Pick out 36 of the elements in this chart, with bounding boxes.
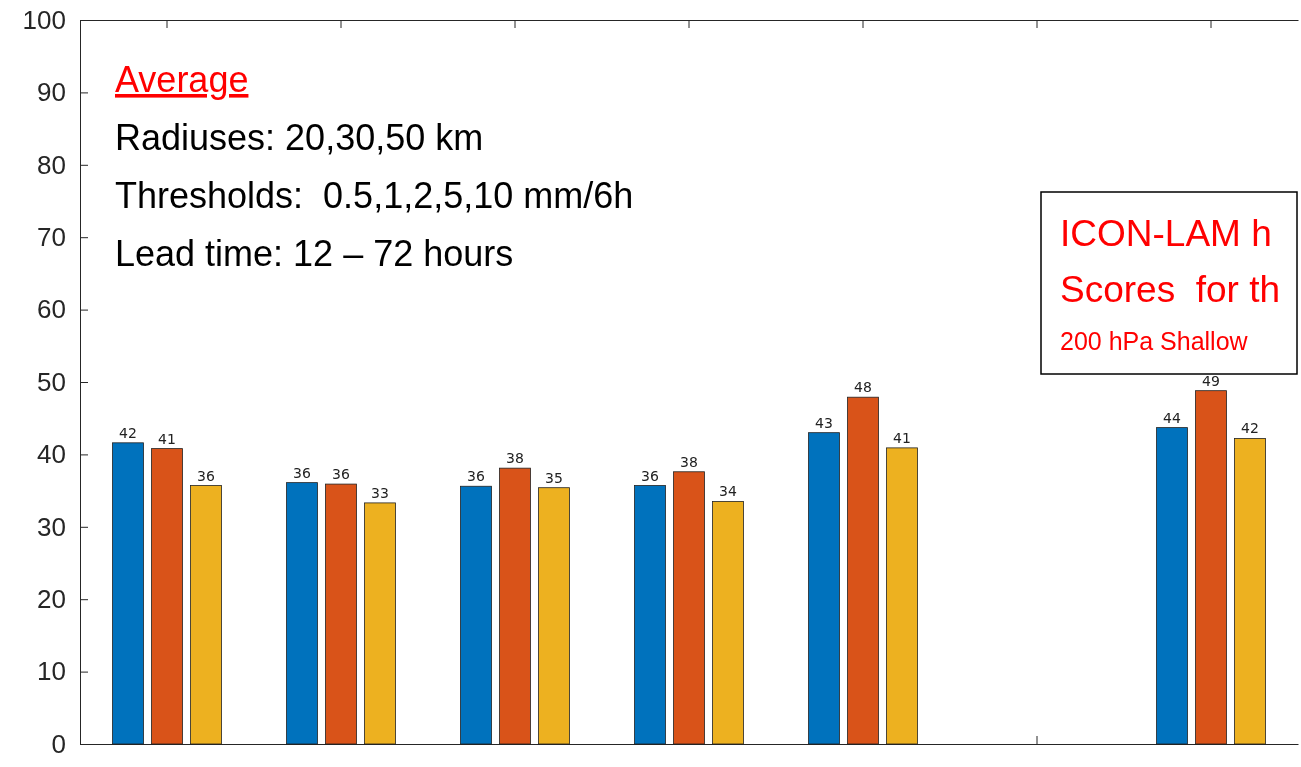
data-label: 38 bbox=[506, 450, 524, 467]
y-tick-label: 50 bbox=[37, 366, 66, 397]
y-tick-label: 0 bbox=[51, 728, 66, 759]
y-tick-label: 40 bbox=[37, 439, 66, 470]
annotation: 200 hPa Shallow bbox=[1060, 327, 1249, 355]
y-tick-label: 80 bbox=[37, 149, 66, 180]
y-tick-label: 70 bbox=[37, 222, 66, 253]
annotation: Radiuses: 20,30,50 km bbox=[115, 117, 484, 158]
data-label: 36 bbox=[197, 467, 215, 484]
data-label: 33 bbox=[371, 484, 389, 501]
annotation: ICON-LAM h bbox=[1060, 213, 1272, 254]
annotation: Thresholds: 0.5,1,2,5,10 mm/6h bbox=[115, 175, 634, 216]
data-label: 49 bbox=[1202, 372, 1220, 389]
y-tick-label: 60 bbox=[37, 294, 66, 325]
data-label: 36 bbox=[293, 464, 311, 481]
data-label: 42 bbox=[119, 424, 137, 441]
data-label: 42 bbox=[1241, 420, 1259, 437]
data-label: 48 bbox=[854, 379, 872, 396]
y-tick-label: 10 bbox=[37, 656, 66, 687]
y-tick-label: 100 bbox=[22, 4, 66, 35]
annotation: Lead time: 12 – 72 hours bbox=[115, 233, 514, 274]
data-label: 34 bbox=[719, 483, 737, 500]
y-tick-label: 30 bbox=[37, 511, 66, 542]
data-label: 38 bbox=[680, 453, 698, 470]
data-label: 35 bbox=[545, 469, 563, 486]
data-label: 41 bbox=[158, 430, 176, 447]
data-label: 43 bbox=[815, 414, 833, 431]
data-label: 36 bbox=[641, 467, 659, 484]
data-label: 44 bbox=[1163, 409, 1181, 426]
y-tick-label: 90 bbox=[37, 77, 66, 108]
data-label: 36 bbox=[467, 468, 485, 485]
annotation: Average bbox=[115, 59, 249, 100]
data-label: 41 bbox=[893, 429, 911, 446]
y-tick-label: 20 bbox=[37, 584, 66, 615]
data-label: 36 bbox=[332, 466, 350, 483]
annotation: Scores for th bbox=[1060, 269, 1281, 310]
